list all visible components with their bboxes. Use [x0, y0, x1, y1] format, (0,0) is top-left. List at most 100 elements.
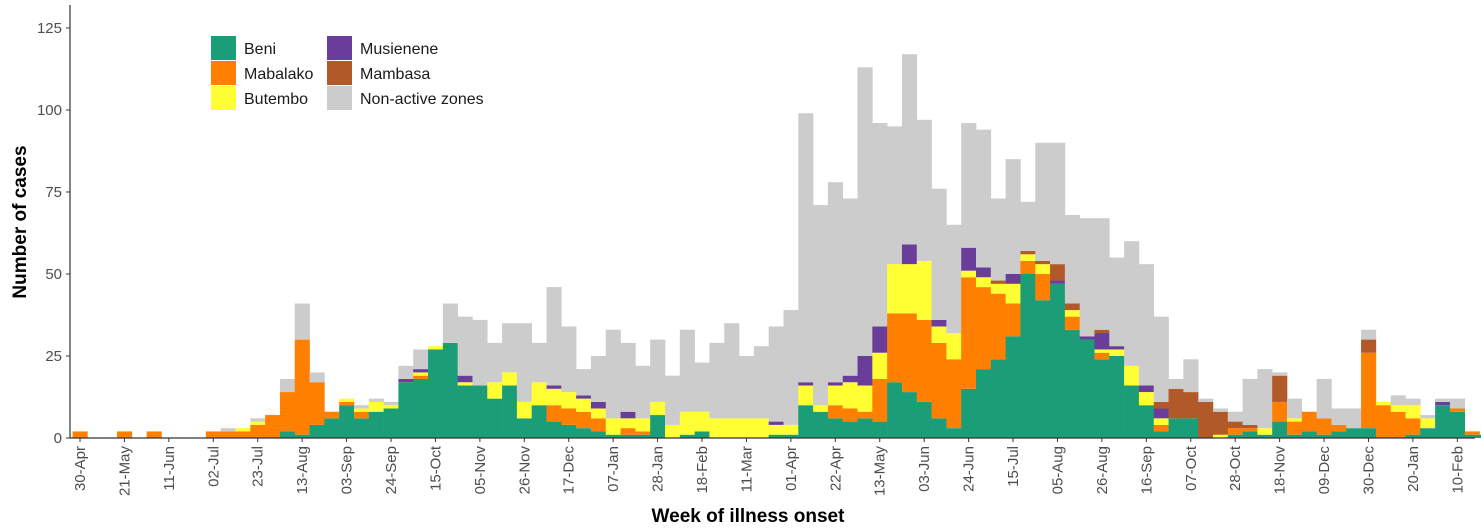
bar-segment-beni	[502, 385, 518, 438]
bar-segment-beni	[961, 388, 977, 438]
x-tick-label: 26-Nov	[516, 446, 533, 495]
bar-segment-butembo	[827, 385, 844, 406]
axes-layer: 0 25 50 75 100 125 30-Apr 21-May 11-Jun 02-Jul 23…	[37, 5, 1475, 496]
bar-segment-beni	[976, 369, 992, 438]
bar-segment-mabalako	[990, 293, 1006, 360]
bar-segment-mabalako	[220, 431, 236, 438]
bar-segment-beni	[383, 408, 399, 438]
bar-segment-non-active-zones	[279, 378, 296, 393]
x-tick-label: 28-Oct	[1227, 445, 1244, 491]
bar-segment-butembo	[961, 270, 977, 278]
legend: Beni Mabalako Butembo Musienene Mambasa Non-a…	[211, 36, 484, 110]
bar-segment-butembo	[428, 346, 444, 350]
x-tick-label: 18-Feb	[694, 446, 711, 494]
bar-segment-beni	[1094, 359, 1110, 438]
bar-segment-mabalako	[309, 382, 325, 425]
bar-segment-non-active-zones	[383, 401, 399, 406]
bar-segment-beni	[1464, 434, 1480, 438]
bar-segment-musienene	[590, 401, 607, 409]
bar-segment-butembo	[976, 277, 992, 288]
bar-segment-butembo	[516, 401, 532, 419]
bar-segment-beni	[590, 431, 607, 438]
bar-segment-butembo	[502, 372, 518, 386]
bar-segment-butembo	[1064, 310, 1080, 317]
legend-label: Mabalako	[244, 66, 313, 83]
bar-segment-non-active-zones	[753, 346, 769, 419]
bar-segment-mambasa	[1020, 251, 1036, 255]
x-tick-label: 15-Jul	[1005, 446, 1022, 487]
bar-segment-beni	[1153, 431, 1169, 438]
bar-segment-mabalako	[1405, 418, 1421, 435]
bar-segment-non-active-zones	[1316, 378, 1332, 419]
legend-label: Butembo	[244, 91, 308, 108]
bar-segment-non-active-zones	[842, 198, 858, 376]
bar-segment-beni	[546, 421, 562, 438]
bar-segment-musienene	[827, 382, 844, 386]
bar-segment-butembo	[1005, 283, 1021, 304]
bar-segment-butembo	[531, 382, 547, 406]
bar-segment-mabalako	[339, 401, 355, 406]
bar-segment-beni	[487, 398, 503, 438]
x-tick-label: 30-Dec	[1360, 446, 1377, 495]
bar-segment-non-active-zones	[901, 54, 918, 245]
x-axis-title: Week of illness onset	[652, 506, 846, 527]
bar-segment-non-active-zones	[1242, 378, 1258, 425]
bar-segment-non-active-zones	[590, 355, 607, 402]
bar-segment-non-active-zones	[739, 355, 755, 419]
bar-segment-non-active-zones	[1346, 408, 1362, 429]
bar-segment-musienene	[961, 247, 977, 271]
bar-segment-non-active-zones	[294, 303, 310, 340]
legend-swatch-mambasa	[327, 61, 352, 85]
bar-segment-musienene	[413, 369, 429, 373]
bar-segment-beni	[1405, 434, 1421, 438]
x-tick-label: 11-Mar	[738, 446, 755, 492]
bar-segment-butembo	[857, 385, 873, 412]
bar-segment-mabalako	[590, 418, 607, 432]
bar-segment-beni	[324, 418, 340, 438]
bar-segment-beni	[827, 418, 844, 438]
bar-segment-non-active-zones	[516, 323, 532, 402]
bar-segment-mabalako	[294, 339, 310, 435]
bar-segment-beni	[857, 418, 873, 438]
bar-segment-butembo	[1375, 401, 1391, 406]
bar-segment-mabalako	[1272, 401, 1288, 422]
bar-segment-beni	[842, 421, 858, 438]
bar-segment-non-active-zones	[442, 303, 458, 343]
bar-segment-mabalako	[1464, 431, 1480, 435]
bar-segment-beni	[1064, 329, 1080, 438]
bar-segment-non-active-zones	[679, 329, 695, 412]
bar-segment-mambasa	[1212, 411, 1229, 435]
x-tick-label: 28-Jan	[650, 446, 667, 492]
bar-segment-musienene	[398, 378, 414, 383]
y-tick-label: 100	[37, 102, 62, 119]
bar-segment-butembo	[813, 405, 829, 412]
bar-segment-butembo	[383, 405, 399, 409]
bar-segment-non-active-zones	[1227, 411, 1243, 422]
bar-segment-butembo	[694, 411, 710, 432]
bar-segment-musienene	[546, 385, 562, 389]
bar-segment-beni	[916, 401, 932, 438]
bar-segment-non-active-zones	[1153, 316, 1169, 402]
bar-segment-butembo	[620, 418, 636, 429]
bar-segment-non-active-zones	[827, 182, 844, 383]
bar-segment-musienene	[1005, 273, 1021, 284]
bar-segment-non-active-zones	[916, 119, 932, 261]
bar-segment-butembo	[590, 408, 607, 419]
bar-segment-mabalako	[1227, 428, 1243, 435]
bar-segment-mabalako	[72, 431, 88, 438]
bar-segment-mabalako	[561, 408, 577, 425]
bar-segment-butembo	[413, 372, 429, 376]
bar-segment-beni	[1361, 428, 1377, 438]
bar-segment-butembo	[724, 418, 740, 438]
bar-segment-mabalako	[1390, 411, 1406, 438]
bar-segment-butembo	[872, 352, 888, 379]
bar-segment-non-active-zones	[798, 113, 814, 383]
x-tick-label: 20-Jan	[1405, 446, 1422, 492]
bar-segment-non-active-zones	[1124, 241, 1140, 366]
bar-segment-non-active-zones	[990, 198, 1006, 281]
bar-segment-non-active-zones	[1212, 408, 1229, 412]
bar-segment-mambasa	[1094, 329, 1110, 334]
bar-segment-non-active-zones	[1272, 372, 1288, 376]
x-ticks: 30-Apr 21-May 11-Jun 02-Jul 23-Jul 13-Aug 03-S…	[72, 438, 1466, 496]
bar-segment-mabalako	[279, 392, 296, 432]
